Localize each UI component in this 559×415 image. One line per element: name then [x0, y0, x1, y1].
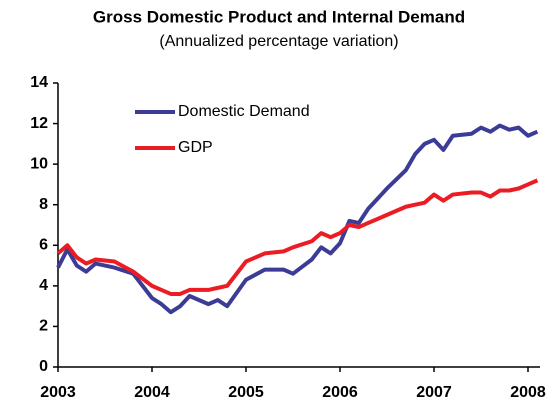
y-tick-label: 0	[39, 358, 48, 375]
series-line	[56, 178, 539, 296]
y-tick-label: 12	[30, 115, 48, 132]
y-tick-label: 10	[30, 155, 48, 172]
y-tick-label: 6	[39, 237, 48, 254]
x-tick-label: 2006	[322, 384, 358, 401]
y-tick-label: 2	[39, 318, 48, 335]
series-line	[56, 123, 539, 315]
x-tick-label: 2004	[134, 384, 170, 401]
y-tick-label: 14	[30, 74, 48, 91]
x-tick-label: 2008	[510, 384, 546, 401]
x-tick-label: 2005	[228, 384, 264, 401]
y-tick-label: 4	[39, 277, 48, 294]
chart-title: Gross Domestic Product and Internal Dema…	[93, 7, 465, 26]
x-tick-label: 2003	[40, 384, 76, 401]
chart-subtitle: (Annualized percentage variation)	[159, 33, 398, 50]
y-tick-label: 8	[39, 196, 48, 213]
x-tick-label: 2007	[416, 384, 452, 401]
legend-label: Domestic Demand	[178, 103, 310, 120]
legend-label: GDP	[178, 139, 213, 156]
